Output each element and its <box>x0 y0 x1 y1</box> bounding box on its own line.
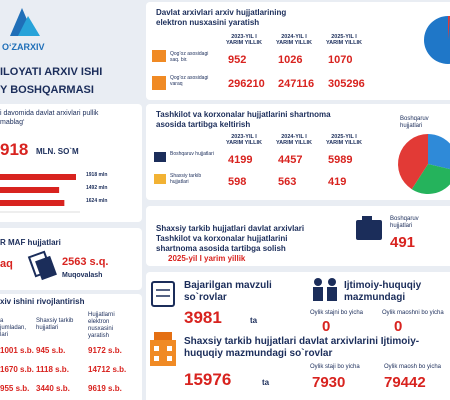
item-label: Oylik stajni bo yicha <box>310 310 364 316</box>
pie-slice <box>428 134 450 170</box>
title-line: Y BOSHQARMASI <box>0 84 94 96</box>
table-cell: 14712 s.b. <box>88 365 127 374</box>
panel-title: elektron nusxasini yaratish <box>156 18 260 27</box>
item-value: 79442 <box>384 374 426 391</box>
people-icon <box>313 278 337 301</box>
development-panel <box>0 294 142 400</box>
table-value: 305296 <box>328 78 365 90</box>
bar <box>0 174 76 180</box>
folder-icon <box>356 216 382 240</box>
table-value: 247116 <box>278 78 315 90</box>
digitization-panel <box>146 2 450 100</box>
table-value: 296210 <box>228 78 265 90</box>
pie-slice <box>411 164 450 194</box>
maf-title: R MAF hujjatlari <box>0 238 61 247</box>
pie-legend: Boshqaruv hujjatlari <box>400 116 429 129</box>
table-value: 419 <box>328 176 347 188</box>
item-value: 0 <box>394 318 403 335</box>
maf-caption: Muqovalash <box>62 272 103 279</box>
period: 2025-yil I yarim yillik <box>168 254 246 263</box>
personnel-panel <box>146 206 450 266</box>
row-label: Shaxsiy tarkib hujjatlari <box>170 173 202 185</box>
table-cell: 9172 s.b. <box>88 346 122 355</box>
table-value: 1070 <box>328 54 353 66</box>
table-value: 4457 <box>278 154 303 166</box>
table-cell: 955 s.b. <box>0 384 30 393</box>
table-cell: 945 s.b. <box>36 346 66 355</box>
panel-title: Tashkilot va korxonalar hujjatlarini sha… <box>156 110 331 119</box>
bar-label: 1918 mln <box>86 172 108 178</box>
column-header: 2023-YIL I YARIM YILLIK <box>225 34 263 47</box>
row-label: Boshqaruv hujjatlari <box>170 151 214 157</box>
income-total: 918 <box>0 140 29 159</box>
panel-title: Shaxsiy tarkib hujjatlari davlat arxivla… <box>156 224 305 233</box>
table-cell: 1001 s.b. <box>0 346 34 355</box>
bar-label: 1624 mln <box>86 198 108 204</box>
development-title: xiv ishini rivojlantirish <box>0 297 85 306</box>
maf-panel <box>0 228 142 290</box>
item-value: 7930 <box>312 374 346 391</box>
column-header: Shaxsiy tarkib hujjatlari <box>36 318 74 331</box>
column-header: a jumladan, lari <box>0 318 27 338</box>
item-value: 0 <box>322 318 331 335</box>
maf-count: 2563 s.q. <box>62 256 109 268</box>
pie-slice <box>398 134 428 190</box>
caption-line: i davomida davlat arxivlari pullik <box>0 110 99 117</box>
table-value: 1026 <box>278 54 303 66</box>
income-unit: MLN. SO`M <box>36 147 79 156</box>
request-value: 3981 <box>184 308 222 327</box>
request-title: Bajarilgan mavzuli so`rovlar <box>184 280 272 303</box>
table-value: 563 <box>278 176 297 188</box>
request-unit: ta <box>250 316 258 325</box>
logo-text: O‘ZARXIV <box>2 42 45 52</box>
title-line: ILOYATI ARXIV ISHI <box>0 66 103 78</box>
panel-title: asosida tartibga keltirish <box>156 120 251 129</box>
top-pie-decor <box>424 15 450 64</box>
column-header: 2023-YIL I YARIM YILLIK <box>225 134 263 147</box>
request-unit: ta <box>262 378 270 387</box>
row-label: Qog‘oz asosidagi saq. bir. <box>170 51 209 63</box>
item-label: Oylik maosh bo yicha <box>384 364 442 370</box>
panel-title: Davlat arxivlari arxiv hujjatlarining <box>156 8 287 17</box>
bar <box>0 200 65 206</box>
request-title: Ijtimoiy-huquqiy mazmundagi <box>344 280 422 303</box>
table-cell: 1118 s.b. <box>36 365 69 374</box>
item-label: Oylik maoshni bo yicha <box>382 310 444 316</box>
value: 491 <box>390 234 416 251</box>
table-cell: 1670 s.b. <box>0 365 34 374</box>
document-icon <box>27 250 57 281</box>
column-header: 2024-YIL I YARIM YILLIK <box>275 134 313 147</box>
column-header: 2025-YIL I YARIM YILLIK <box>325 34 363 47</box>
request-value: 15976 <box>184 370 232 389</box>
request-title: Shaxsiy tarkib hujjatlari davlat arxivla… <box>184 336 420 359</box>
box-icons <box>152 50 166 184</box>
label: Boshqaruv hujjatlari <box>390 216 419 229</box>
table-value: 952 <box>228 54 247 66</box>
bar-label: 1492 mln <box>86 185 108 191</box>
contracts-panel <box>146 104 450 200</box>
requests-panel <box>146 272 450 400</box>
bar <box>0 187 60 193</box>
table-value: 598 <box>228 176 247 188</box>
table-value: 5989 <box>328 154 353 166</box>
row-label: Qog‘oz asosidagi varaq <box>170 75 209 87</box>
table-cell: 9619 s.b. <box>88 384 122 393</box>
item-label: Oylik staji bo yicha <box>310 364 360 370</box>
table-value: 4199 <box>228 154 253 166</box>
table-cell: 3440 s.b. <box>36 384 70 393</box>
column-header: 2024-YIL I YARIM YILLIK <box>275 34 313 47</box>
column-header: 2025-YIL I YARIM YILLIK <box>325 134 363 147</box>
logo-icon <box>10 8 40 36</box>
panel-title: shartnoma asosida tartibga solish <box>156 244 286 253</box>
column-header: Hujjatlarni elektron nusxasini yaratish <box>88 312 115 339</box>
request-icon <box>151 281 175 307</box>
caption-line: mablag‘ <box>0 119 25 126</box>
maf-left: aq <box>0 258 13 270</box>
panel-title: Tashkilot va korxonalar hujjatlarini <box>156 234 288 243</box>
building-icon <box>150 332 176 366</box>
